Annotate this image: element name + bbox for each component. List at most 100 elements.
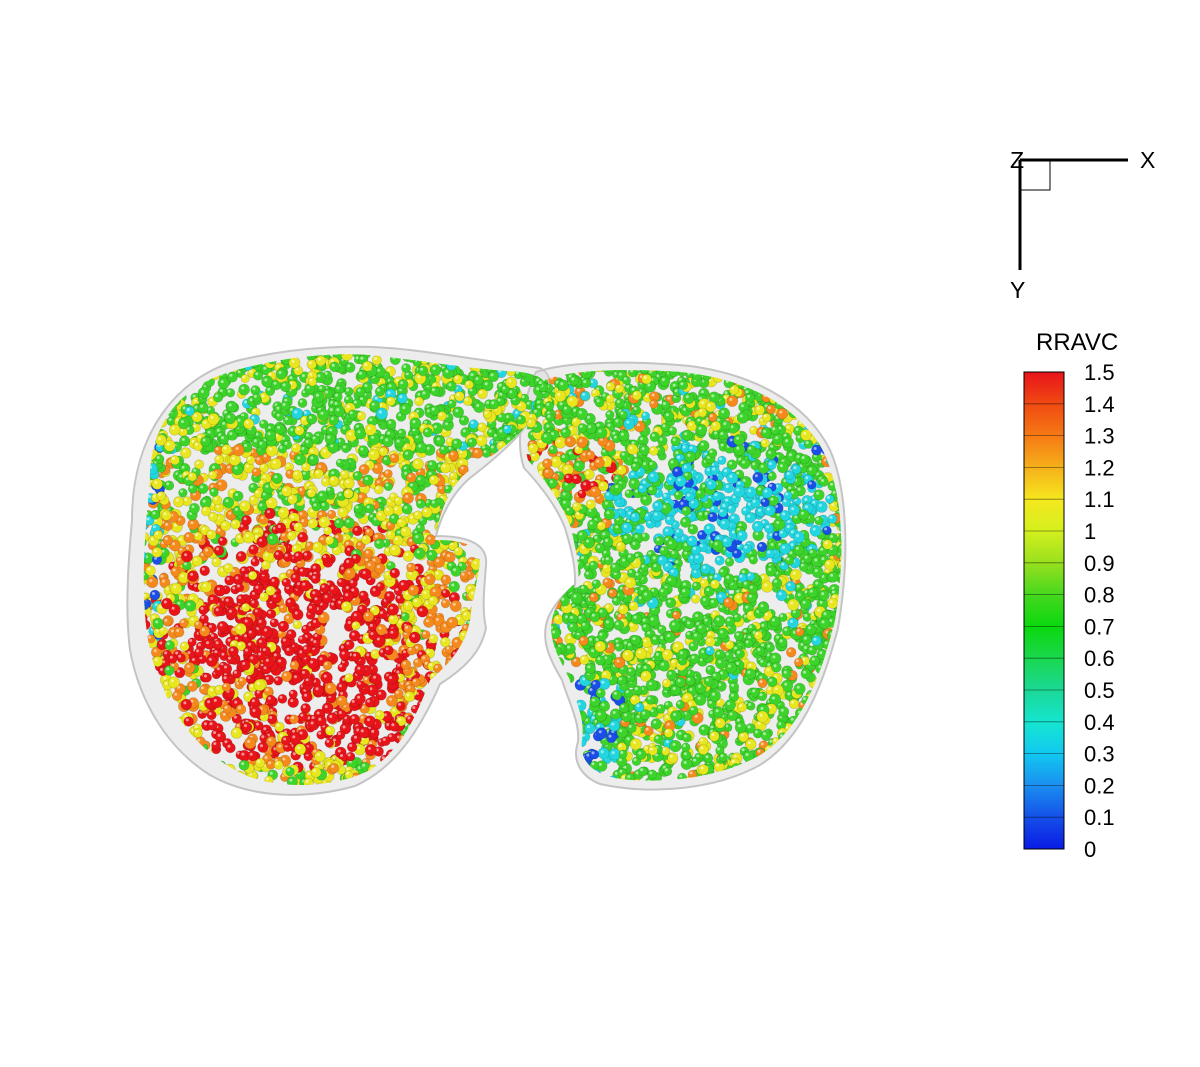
particle-highlight <box>143 430 146 433</box>
particle-highlight <box>497 791 500 794</box>
particle-highlight <box>271 578 275 582</box>
particle-highlight <box>432 367 436 370</box>
particle-highlight <box>513 602 517 606</box>
particle-highlight <box>517 779 520 783</box>
particle-sphere <box>503 640 515 653</box>
particle-highlight <box>377 780 381 784</box>
particle-sphere <box>173 354 185 361</box>
particle-highlight <box>346 767 350 771</box>
particle-highlight <box>197 773 200 777</box>
particle-highlight <box>503 728 507 732</box>
particle-highlight <box>429 788 432 791</box>
particle-highlight <box>493 522 497 526</box>
particle-highlight <box>388 770 392 774</box>
particle-highlight <box>224 740 228 744</box>
particle-highlight <box>224 665 227 669</box>
particle-highlight <box>511 783 515 785</box>
particle-highlight <box>499 707 503 711</box>
particle-sphere <box>364 697 375 708</box>
particle-sphere <box>434 784 445 785</box>
particle-highlight <box>316 711 320 715</box>
particle-sphere <box>532 535 544 546</box>
particle-highlight <box>518 519 521 523</box>
particle-sphere <box>518 678 530 690</box>
particle-highlight <box>540 556 544 560</box>
particle-highlight <box>378 626 382 630</box>
particle-highlight <box>268 343 271 346</box>
particle-sphere <box>482 636 493 647</box>
particle-sphere <box>483 760 494 771</box>
particle-highlight <box>504 713 508 717</box>
particle-highlight <box>436 710 440 714</box>
particle-sphere <box>493 644 504 655</box>
particle-highlight <box>151 765 155 769</box>
particle-highlight <box>395 690 399 694</box>
particle-highlight <box>145 367 149 371</box>
particle-highlight <box>286 615 290 619</box>
particle-highlight <box>503 454 507 458</box>
particle-sphere <box>530 673 543 686</box>
particle-highlight <box>225 359 229 363</box>
particle-highlight <box>447 711 451 715</box>
particle-sphere <box>524 481 536 493</box>
particle-sphere <box>483 711 496 724</box>
particle-highlight <box>263 366 267 370</box>
particle-highlight <box>172 386 176 389</box>
particle-highlight <box>360 397 363 401</box>
particle-highlight <box>412 628 416 632</box>
particle-sphere <box>164 778 175 785</box>
particle-sphere <box>407 755 418 766</box>
particle-sphere <box>488 484 499 495</box>
particle-sphere <box>199 565 210 577</box>
particle-highlight <box>387 783 391 785</box>
particle-highlight <box>542 550 545 554</box>
particle-sphere <box>496 519 507 530</box>
particle-highlight <box>531 354 535 357</box>
particle-sphere <box>491 654 503 667</box>
particle-highlight <box>448 563 452 567</box>
particle-sphere <box>502 647 513 658</box>
particle-highlight <box>369 418 373 422</box>
particle-highlight <box>388 776 392 780</box>
particle-highlight <box>138 413 141 416</box>
particle-highlight <box>460 780 464 784</box>
particle-highlight <box>450 473 454 477</box>
particle-sphere <box>481 681 494 694</box>
particle-highlight <box>250 484 254 488</box>
particle-highlight <box>496 668 500 672</box>
particle-highlight <box>444 683 448 687</box>
particle-highlight <box>162 579 165 583</box>
particle-highlight <box>494 657 498 661</box>
particle-sphere <box>463 736 473 747</box>
particle-sphere <box>510 776 521 785</box>
particle-sphere <box>154 755 166 767</box>
particle-highlight <box>303 411 307 414</box>
particle-highlight <box>547 547 550 550</box>
particle-sphere <box>509 781 521 785</box>
particle-sphere <box>452 765 464 777</box>
particle-highlight <box>542 538 545 542</box>
particle-sphere <box>513 757 523 768</box>
particle-highlight <box>499 533 503 537</box>
particle-highlight <box>386 593 390 597</box>
particle-sphere <box>225 388 236 398</box>
particle-sphere <box>526 691 538 704</box>
particle-sphere <box>513 466 523 476</box>
particle-highlight <box>493 580 497 584</box>
particle-highlight <box>286 464 290 467</box>
particle-sphere <box>529 354 541 363</box>
particle-highlight <box>188 786 191 789</box>
particle-highlight <box>450 756 454 760</box>
particle-sphere <box>201 782 214 785</box>
particle-sphere <box>269 618 279 628</box>
particle-sphere <box>143 730 153 742</box>
particle-highlight <box>360 592 364 596</box>
particle-sphere <box>437 722 448 734</box>
particle-sphere <box>237 340 247 350</box>
particle-highlight <box>503 752 507 756</box>
particle-highlight <box>417 477 421 481</box>
particle-highlight <box>166 780 170 784</box>
particle-highlight <box>200 702 204 706</box>
particle-highlight <box>534 592 538 595</box>
particle-sphere <box>498 532 508 542</box>
